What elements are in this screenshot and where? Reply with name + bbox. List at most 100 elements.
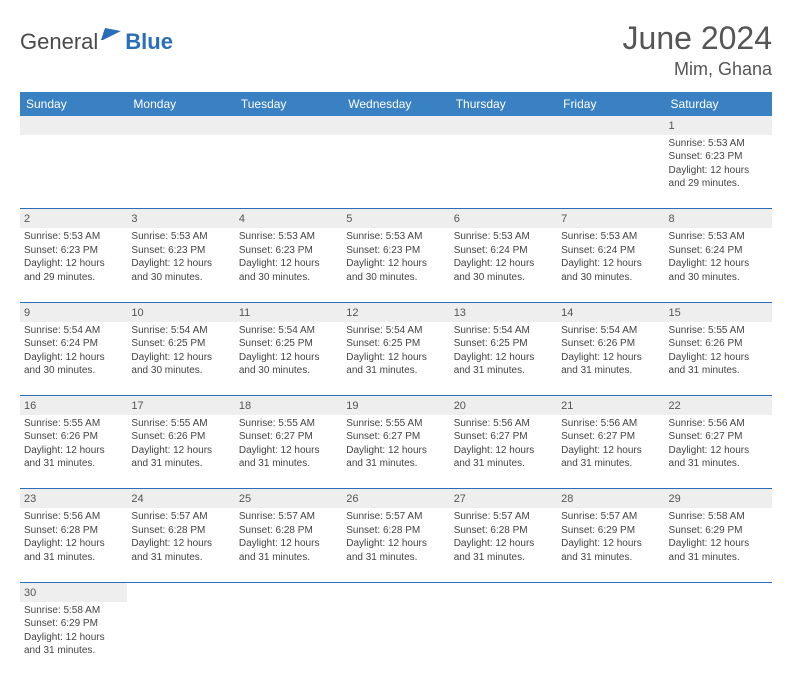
day-number-cell: 8	[665, 209, 772, 228]
sunrise-text: Sunrise: 5:54 AM	[561, 324, 660, 338]
day-cell: Sunrise: 5:56 AMSunset: 6:27 PMDaylight:…	[450, 415, 557, 489]
day-cell	[127, 602, 234, 676]
sunrise-text: Sunrise: 5:56 AM	[669, 417, 768, 431]
daylight-text: Daylight: 12 hours and 31 minutes.	[346, 351, 445, 378]
day-cell	[235, 135, 342, 209]
daylight-text: Daylight: 12 hours and 30 minutes.	[131, 351, 230, 378]
day-cell	[342, 135, 449, 209]
day-number-cell: 26	[342, 489, 449, 508]
day-number-cell: 6	[450, 209, 557, 228]
daylight-text: Daylight: 12 hours and 31 minutes.	[561, 351, 660, 378]
day-cell: Sunrise: 5:53 AMSunset: 6:24 PMDaylight:…	[450, 228, 557, 302]
daynum-row: 9101112131415	[20, 302, 772, 321]
day-number-cell: 13	[450, 302, 557, 321]
daynum-row: 23242526272829	[20, 489, 772, 508]
daylight-text: Daylight: 12 hours and 31 minutes.	[346, 537, 445, 564]
sunrise-text: Sunrise: 5:54 AM	[24, 324, 123, 338]
day-number-cell	[450, 582, 557, 601]
day-cell	[557, 135, 664, 209]
week-row: Sunrise: 5:56 AMSunset: 6:28 PMDaylight:…	[20, 508, 772, 582]
day-number-cell	[557, 582, 664, 601]
daylight-text: Daylight: 12 hours and 31 minutes.	[454, 444, 553, 471]
sunrise-text: Sunrise: 5:54 AM	[454, 324, 553, 338]
day-cell: Sunrise: 5:55 AMSunset: 6:26 PMDaylight:…	[127, 415, 234, 489]
day-cell: Sunrise: 5:54 AMSunset: 6:25 PMDaylight:…	[235, 322, 342, 396]
calendar-table: SundayMondayTuesdayWednesdayThursdayFrid…	[20, 92, 772, 676]
day-cell: Sunrise: 5:53 AMSunset: 6:23 PMDaylight:…	[665, 135, 772, 209]
sunrise-text: Sunrise: 5:56 AM	[561, 417, 660, 431]
day-cell: Sunrise: 5:54 AMSunset: 6:26 PMDaylight:…	[557, 322, 664, 396]
daynum-row: 16171819202122	[20, 396, 772, 415]
sunset-text: Sunset: 6:27 PM	[239, 430, 338, 444]
day-number-cell: 28	[557, 489, 664, 508]
sunset-text: Sunset: 6:25 PM	[454, 337, 553, 351]
day-cell: Sunrise: 5:53 AMSunset: 6:23 PMDaylight:…	[235, 228, 342, 302]
daylight-text: Daylight: 12 hours and 30 minutes.	[454, 257, 553, 284]
sunrise-text: Sunrise: 5:57 AM	[239, 510, 338, 524]
week-row: Sunrise: 5:55 AMSunset: 6:26 PMDaylight:…	[20, 415, 772, 489]
day-header: Wednesday	[342, 92, 449, 116]
day-number-cell: 17	[127, 396, 234, 415]
day-cell: Sunrise: 5:53 AMSunset: 6:23 PMDaylight:…	[127, 228, 234, 302]
title-block: June 2024 Mim, Ghana	[623, 20, 772, 80]
sunrise-text: Sunrise: 5:58 AM	[24, 604, 123, 618]
daynum-row: 30	[20, 582, 772, 601]
day-cell: Sunrise: 5:57 AMSunset: 6:29 PMDaylight:…	[557, 508, 664, 582]
daylight-text: Daylight: 12 hours and 31 minutes.	[454, 537, 553, 564]
daylight-text: Daylight: 12 hours and 31 minutes.	[24, 537, 123, 564]
day-number-cell: 4	[235, 209, 342, 228]
sunset-text: Sunset: 6:25 PM	[131, 337, 230, 351]
sunset-text: Sunset: 6:24 PM	[561, 244, 660, 258]
day-number-cell	[557, 116, 664, 135]
day-number-cell: 24	[127, 489, 234, 508]
day-cell: Sunrise: 5:53 AMSunset: 6:23 PMDaylight:…	[342, 228, 449, 302]
sunrise-text: Sunrise: 5:54 AM	[239, 324, 338, 338]
day-number-cell: 15	[665, 302, 772, 321]
week-row: Sunrise: 5:53 AMSunset: 6:23 PMDaylight:…	[20, 228, 772, 302]
day-number-cell: 29	[665, 489, 772, 508]
daynum-row: 2345678	[20, 209, 772, 228]
daylight-text: Daylight: 12 hours and 31 minutes.	[561, 537, 660, 564]
sunset-text: Sunset: 6:28 PM	[131, 524, 230, 538]
daylight-text: Daylight: 12 hours and 31 minutes.	[131, 537, 230, 564]
week-row: Sunrise: 5:58 AMSunset: 6:29 PMDaylight:…	[20, 602, 772, 676]
day-cell: Sunrise: 5:55 AMSunset: 6:27 PMDaylight:…	[235, 415, 342, 489]
sunrise-text: Sunrise: 5:56 AM	[454, 417, 553, 431]
daylight-text: Daylight: 12 hours and 30 minutes.	[669, 257, 768, 284]
day-number-cell	[450, 116, 557, 135]
sunrise-text: Sunrise: 5:57 AM	[561, 510, 660, 524]
day-header: Tuesday	[235, 92, 342, 116]
day-header: Sunday	[20, 92, 127, 116]
day-number-cell: 3	[127, 209, 234, 228]
day-cell: Sunrise: 5:53 AMSunset: 6:23 PMDaylight:…	[20, 228, 127, 302]
logo: General Blue	[20, 26, 173, 57]
sunrise-text: Sunrise: 5:57 AM	[346, 510, 445, 524]
day-number-cell	[235, 582, 342, 601]
day-number-cell	[342, 582, 449, 601]
day-number-cell: 12	[342, 302, 449, 321]
daylight-text: Daylight: 12 hours and 31 minutes.	[561, 444, 660, 471]
day-cell	[127, 135, 234, 209]
day-cell: Sunrise: 5:56 AMSunset: 6:28 PMDaylight:…	[20, 508, 127, 582]
day-cell	[20, 135, 127, 209]
daylight-text: Daylight: 12 hours and 29 minutes.	[669, 164, 768, 191]
sunrise-text: Sunrise: 5:54 AM	[131, 324, 230, 338]
sunrise-text: Sunrise: 5:53 AM	[131, 230, 230, 244]
day-cell: Sunrise: 5:53 AMSunset: 6:24 PMDaylight:…	[557, 228, 664, 302]
sunset-text: Sunset: 6:26 PM	[669, 337, 768, 351]
day-number-cell: 21	[557, 396, 664, 415]
day-number-cell	[127, 116, 234, 135]
sunrise-text: Sunrise: 5:55 AM	[24, 417, 123, 431]
day-header: Monday	[127, 92, 234, 116]
day-cell: Sunrise: 5:53 AMSunset: 6:24 PMDaylight:…	[665, 228, 772, 302]
sunrise-text: Sunrise: 5:58 AM	[669, 510, 768, 524]
day-number-cell	[127, 582, 234, 601]
day-number-cell: 11	[235, 302, 342, 321]
month-title: June 2024	[623, 20, 772, 57]
day-cell: Sunrise: 5:57 AMSunset: 6:28 PMDaylight:…	[127, 508, 234, 582]
day-number-cell: 5	[342, 209, 449, 228]
day-number-cell: 16	[20, 396, 127, 415]
day-header-row: SundayMondayTuesdayWednesdayThursdayFrid…	[20, 92, 772, 116]
day-header: Friday	[557, 92, 664, 116]
day-number-cell: 14	[557, 302, 664, 321]
